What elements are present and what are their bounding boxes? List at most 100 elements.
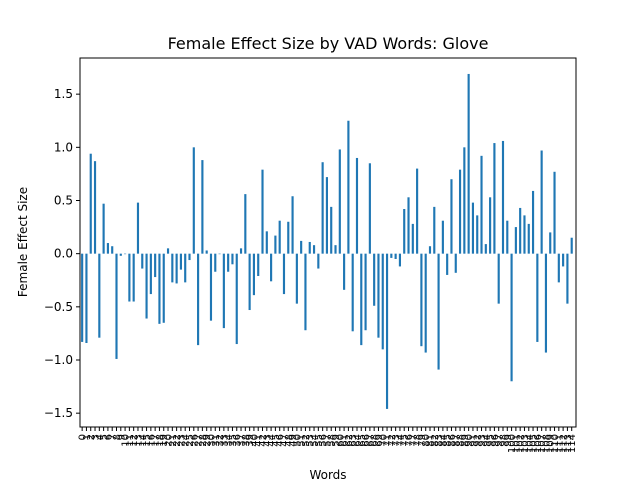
x-tick-label: 82: [430, 434, 441, 447]
bar: [119, 253, 122, 256]
bar: [128, 253, 131, 302]
bar: [450, 179, 453, 254]
x-tick-label: 72: [387, 434, 398, 447]
x-tick-label: 16: [146, 434, 157, 447]
x-tick-label: 54: [310, 434, 321, 447]
x-tick-label: 109: [546, 434, 557, 453]
y-tick-label: 1.0: [54, 140, 73, 154]
x-tick-label: 68: [370, 434, 381, 447]
bar: [291, 196, 294, 254]
x-tick-label: 74: [395, 434, 406, 447]
x-tick-label: 59: [331, 434, 342, 447]
y-tick-label: 0.0: [54, 247, 73, 261]
x-tick-label: 10: [121, 434, 132, 447]
bar: [304, 253, 307, 331]
bar: [282, 253, 286, 295]
bar: [278, 220, 281, 254]
bar: [403, 209, 406, 254]
bar: [257, 253, 260, 276]
x-tick-label: 52: [301, 434, 312, 447]
bar: [197, 253, 200, 346]
x-tick-label: 45: [271, 434, 282, 447]
plot-frame: [79, 57, 577, 428]
x-tick-label: 23: [176, 434, 187, 447]
bar: [467, 73, 470, 254]
x-tick-label: 19: [159, 434, 170, 447]
x-tick-label: 67: [365, 434, 376, 447]
x-tick-label: 49: [288, 434, 299, 447]
chart-title: Female Effect Size by VAD Words: Glove: [168, 34, 489, 53]
x-tick-label: 105: [529, 434, 540, 453]
x-tick-label: 71: [383, 434, 394, 447]
x-tick-label: 102: [516, 434, 527, 453]
bar: [102, 203, 105, 254]
bar: [347, 120, 350, 254]
bar: [368, 163, 371, 254]
bar: [214, 253, 217, 272]
x-tick-label: 87: [451, 434, 462, 447]
bar: [295, 253, 298, 304]
bar: [411, 223, 414, 254]
bar: [540, 150, 543, 254]
x-tick-label: 53: [305, 434, 316, 447]
bar: [471, 202, 475, 254]
x-tick-label: 56: [318, 434, 329, 447]
x-tick-label: 104: [524, 434, 535, 453]
bar: [416, 168, 419, 254]
x-tick-label: 75: [400, 434, 411, 447]
bar: [570, 237, 573, 254]
x-tick-label: 51: [297, 434, 308, 447]
bar: [330, 206, 333, 254]
x-tick-label: 81: [425, 434, 436, 447]
bar: [149, 253, 152, 295]
bar: [514, 227, 517, 254]
bar: [476, 215, 479, 254]
x-tick-label: 114: [567, 434, 578, 453]
x-tick-label: 108: [541, 434, 552, 453]
bar: [265, 231, 268, 254]
bar: [218, 253, 221, 255]
x-tick-label: 8: [112, 434, 123, 440]
bar: [390, 253, 393, 258]
x-tick-label: 28: [198, 434, 209, 447]
bar: [493, 143, 496, 254]
bar: [351, 253, 354, 332]
bar: [184, 253, 187, 283]
bar: [497, 253, 500, 304]
bar: [527, 223, 530, 254]
bar: [501, 140, 505, 254]
bar: [549, 232, 552, 254]
x-tick-label: 86: [447, 434, 458, 447]
x-tick-label: 99: [503, 434, 514, 447]
bar: [141, 253, 144, 269]
y-tick-label: −1.0: [44, 353, 73, 367]
bar: [188, 253, 191, 261]
x-tick-label: 31: [211, 434, 222, 447]
bar: [235, 253, 238, 345]
bar: [446, 253, 449, 275]
x-tick-label: 39: [245, 434, 256, 447]
bar: [338, 149, 341, 254]
x-tick-label: 79: [417, 434, 428, 447]
x-tick-label: 50: [292, 434, 303, 447]
x-tick-label: 91: [468, 434, 479, 447]
bar: [274, 235, 277, 254]
x-tick-label: 18: [155, 434, 166, 447]
x-tick-label: 90: [464, 434, 475, 447]
x-tick-label: 40: [249, 434, 260, 447]
x-tick-label: 66: [361, 434, 372, 447]
x-tick-label: 25: [185, 434, 196, 447]
bar: [136, 202, 140, 254]
x-tick-label: 95: [486, 434, 497, 447]
x-tick-label: 33: [219, 434, 230, 447]
x-tick-label: 32: [215, 434, 226, 447]
x-tick-label: 64: [352, 434, 363, 447]
x-tick-label: 111: [554, 434, 565, 453]
x-tick-label: 93: [477, 434, 488, 447]
bar: [317, 253, 320, 269]
x-tick-label: 12: [129, 434, 140, 447]
x-tick-label: 36: [232, 434, 243, 447]
bar: [162, 253, 165, 323]
x-tick-label: 6: [103, 434, 114, 440]
